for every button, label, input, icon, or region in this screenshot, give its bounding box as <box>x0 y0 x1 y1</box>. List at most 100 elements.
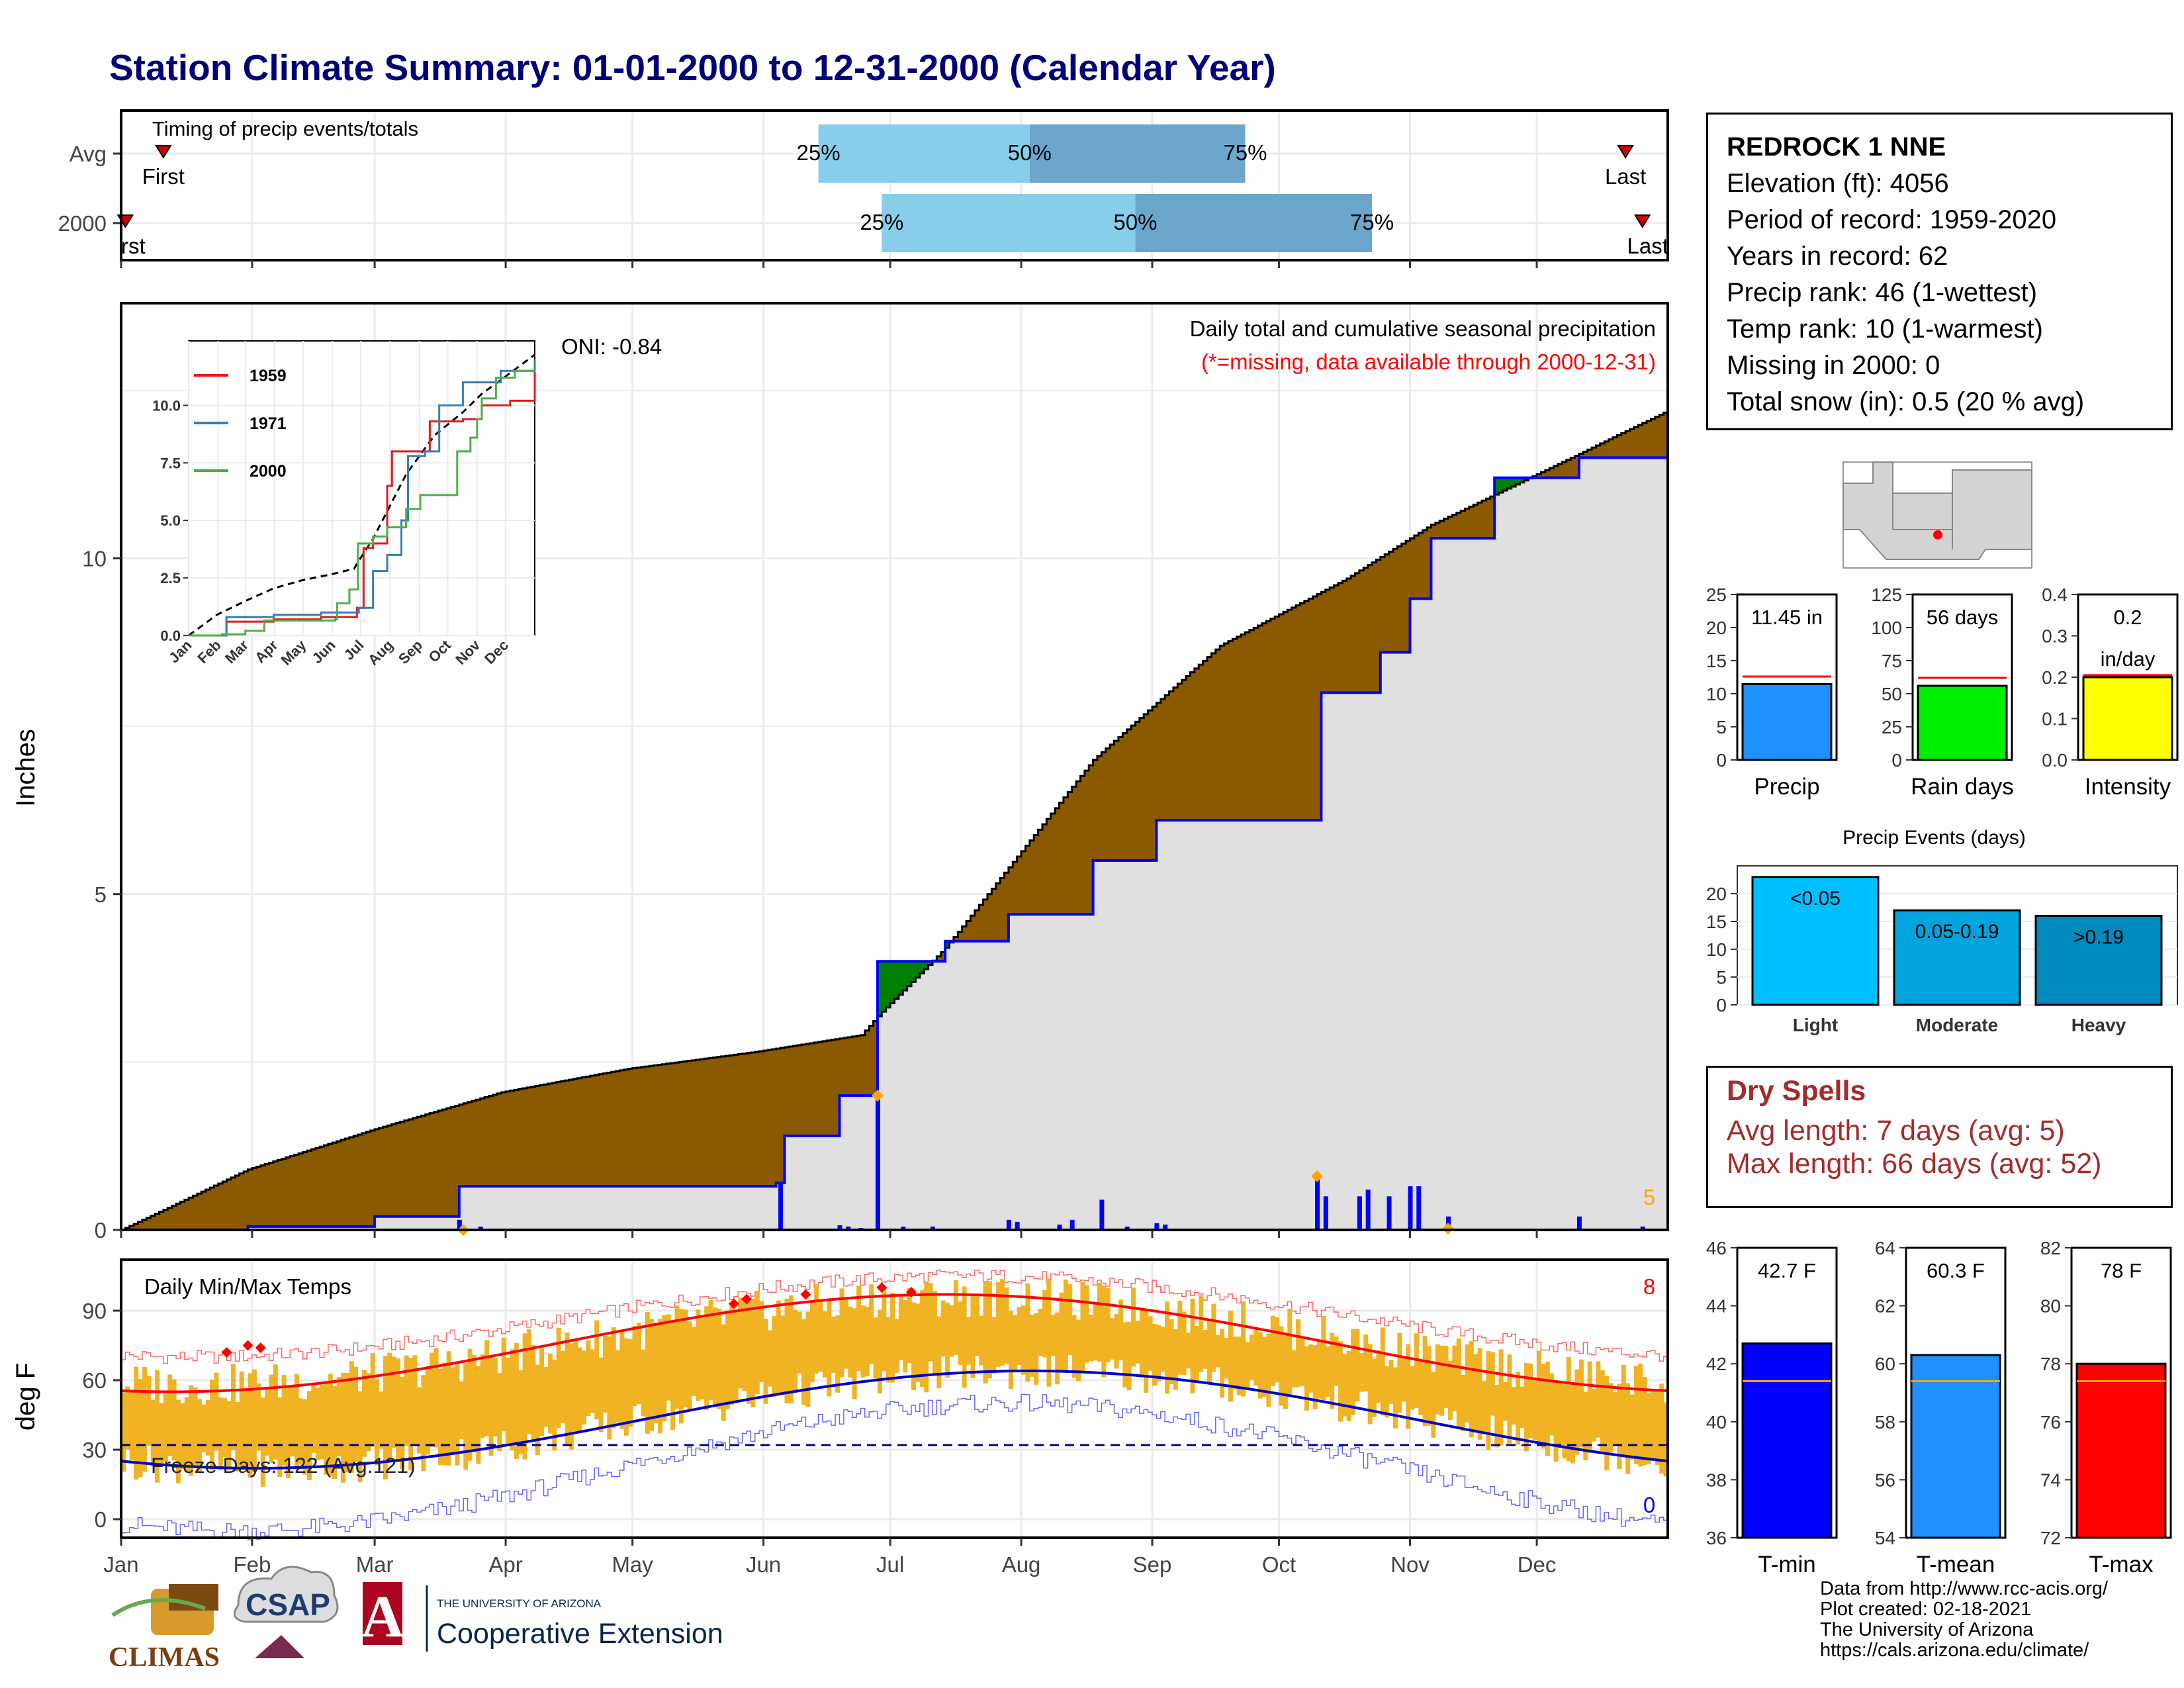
daily-temp-bar <box>1537 1350 1542 1446</box>
daily-temp-bar <box>437 1368 443 1466</box>
deficit-area-slice <box>1249 630 1254 821</box>
daily-temp-bar <box>1215 1335 1220 1368</box>
daily-temp-bar <box>1232 1336 1238 1390</box>
daily-temp-bar <box>1583 1391 1588 1461</box>
daily-temp-bar <box>831 1316 836 1373</box>
event-category-label: Heavy <box>2071 1015 2126 1035</box>
daily-temp-bar <box>163 1393 168 1462</box>
deficit-area-slice <box>1346 578 1351 693</box>
deficit-area-slice <box>818 1041 823 1136</box>
timing-pct-label: 75% <box>1223 140 1267 165</box>
surplus-area-slice <box>928 961 933 965</box>
deficit-area-slice <box>936 956 942 962</box>
station-temp-rank: Temp rank: 10 (1-warmest) <box>1727 314 2043 344</box>
deficit-area-slice <box>1029 840 1034 915</box>
deficit-area-slice <box>1655 416 1660 458</box>
deficit-area-slice <box>1418 532 1424 599</box>
deficit-area-slice <box>805 1043 811 1136</box>
temp-gauge-2-value: 78 F <box>2101 1259 2142 1282</box>
deficit-area-slice <box>1101 752 1107 861</box>
deficit-area-slice <box>1651 418 1656 458</box>
daily-temp-bar <box>315 1387 320 1460</box>
deficit-area-slice <box>1165 695 1170 821</box>
daily-temp-bar <box>1346 1350 1351 1422</box>
inset-series-line-1971 <box>189 359 536 637</box>
deficit-area-slice <box>1435 522 1440 539</box>
station-missing: Missing in 2000: 0 <box>1727 351 1940 380</box>
daily-temp-bar <box>425 1366 430 1455</box>
daily-temp-bar <box>641 1349 646 1417</box>
deficit-area-slice <box>1338 583 1343 693</box>
deficit-area-slice <box>1583 451 1588 458</box>
daily-temp-bar <box>903 1300 908 1373</box>
daily-temp-bar <box>907 1288 912 1364</box>
deficit-area-slice <box>1625 431 1631 458</box>
deficit-area-slice <box>159 1211 164 1230</box>
daily-temp-bar <box>1456 1338 1461 1429</box>
deficit-area-slice <box>222 1181 228 1230</box>
daily-temp-bar <box>747 1301 752 1404</box>
daily-temp-bar <box>970 1293 976 1379</box>
deficit-area-slice <box>729 1055 735 1187</box>
deficit-area-slice <box>1367 565 1373 693</box>
daily-precip-bar <box>1323 1196 1328 1230</box>
daily-temp-bar <box>125 1386 130 1450</box>
daily-precip-bar <box>1315 1179 1320 1230</box>
daily-temp-bar <box>966 1317 972 1365</box>
daily-temp-bar <box>839 1288 844 1378</box>
daily-temp-bar <box>391 1356 396 1448</box>
daily-temp-bar <box>522 1333 527 1460</box>
daily-temp-bar <box>962 1286 967 1388</box>
deficit-area-slice <box>1257 625 1263 821</box>
deficit-area-slice <box>1038 829 1043 915</box>
deficit-area-slice <box>1304 600 1309 821</box>
credit-data-source: Data from http://www.rcc-acis.org/ <box>1820 1578 2109 1599</box>
deficit-area-slice <box>425 1114 430 1217</box>
deficit-area-slice <box>328 1144 333 1227</box>
precip-gauge-2-tick-label: 0.1 <box>2042 709 2068 729</box>
daily-temp-bar <box>1498 1349 1504 1446</box>
deficit-area-slice <box>696 1059 701 1187</box>
inset-legend-label: 2000 <box>250 462 287 481</box>
events-tick-label: 15 <box>1706 912 1727 932</box>
deficit-area-slice <box>167 1207 173 1230</box>
event-bar-label: 0.05-0.19 <box>1915 921 1999 943</box>
deficit-area-slice <box>619 1070 625 1187</box>
precip-gauge-1-tick-label: 25 <box>1882 717 1902 737</box>
daily-temp-bar <box>1257 1332 1263 1399</box>
deficit-area-slice <box>1638 425 1643 458</box>
daily-temp-bar <box>733 1309 739 1403</box>
month-label: Jul <box>876 1552 904 1577</box>
deficit-area-slice <box>717 1056 722 1187</box>
precip-gauge-1-tick-label: 50 <box>1882 684 1902 704</box>
deficit-area-slice <box>492 1094 498 1187</box>
surplus-area-slice <box>924 961 929 970</box>
surplus-area-slice <box>1502 477 1508 491</box>
ua-logo-big-text: Cooperative Extension <box>437 1618 723 1650</box>
daily-temp-bar <box>1321 1316 1326 1401</box>
daily-temp-bar <box>653 1323 659 1423</box>
daily-temp-bar <box>201 1404 206 1452</box>
deficit-area-slice <box>1199 665 1204 821</box>
daily-temp-bar <box>1574 1369 1580 1455</box>
deficit-area-slice <box>979 904 984 941</box>
precip-gauge-0-value: 11.45 in <box>1751 606 1823 629</box>
deficit-area-slice <box>1574 455 1580 478</box>
deficit-area-slice <box>678 1062 684 1187</box>
daily-precip-bar <box>1640 1226 1645 1230</box>
deficit-area-slice <box>387 1125 392 1217</box>
deficit-area-slice <box>467 1102 473 1187</box>
daily-precip-bar <box>901 1226 906 1230</box>
daily-temp-bar <box>958 1301 963 1365</box>
surplus-area-slice <box>1520 477 1525 483</box>
deficit-area-slice <box>1596 445 1601 458</box>
inset-series-line-2000 <box>189 369 536 637</box>
daily-temp-bar <box>852 1308 857 1399</box>
deficit-area-slice <box>1025 845 1030 915</box>
deficit-area-slice <box>210 1188 214 1230</box>
daily-temp-bar <box>780 1315 786 1395</box>
daily-temp-bar <box>598 1357 604 1432</box>
deficit-area-slice <box>294 1154 299 1227</box>
temp-ytick-label: 90 <box>82 1299 107 1323</box>
